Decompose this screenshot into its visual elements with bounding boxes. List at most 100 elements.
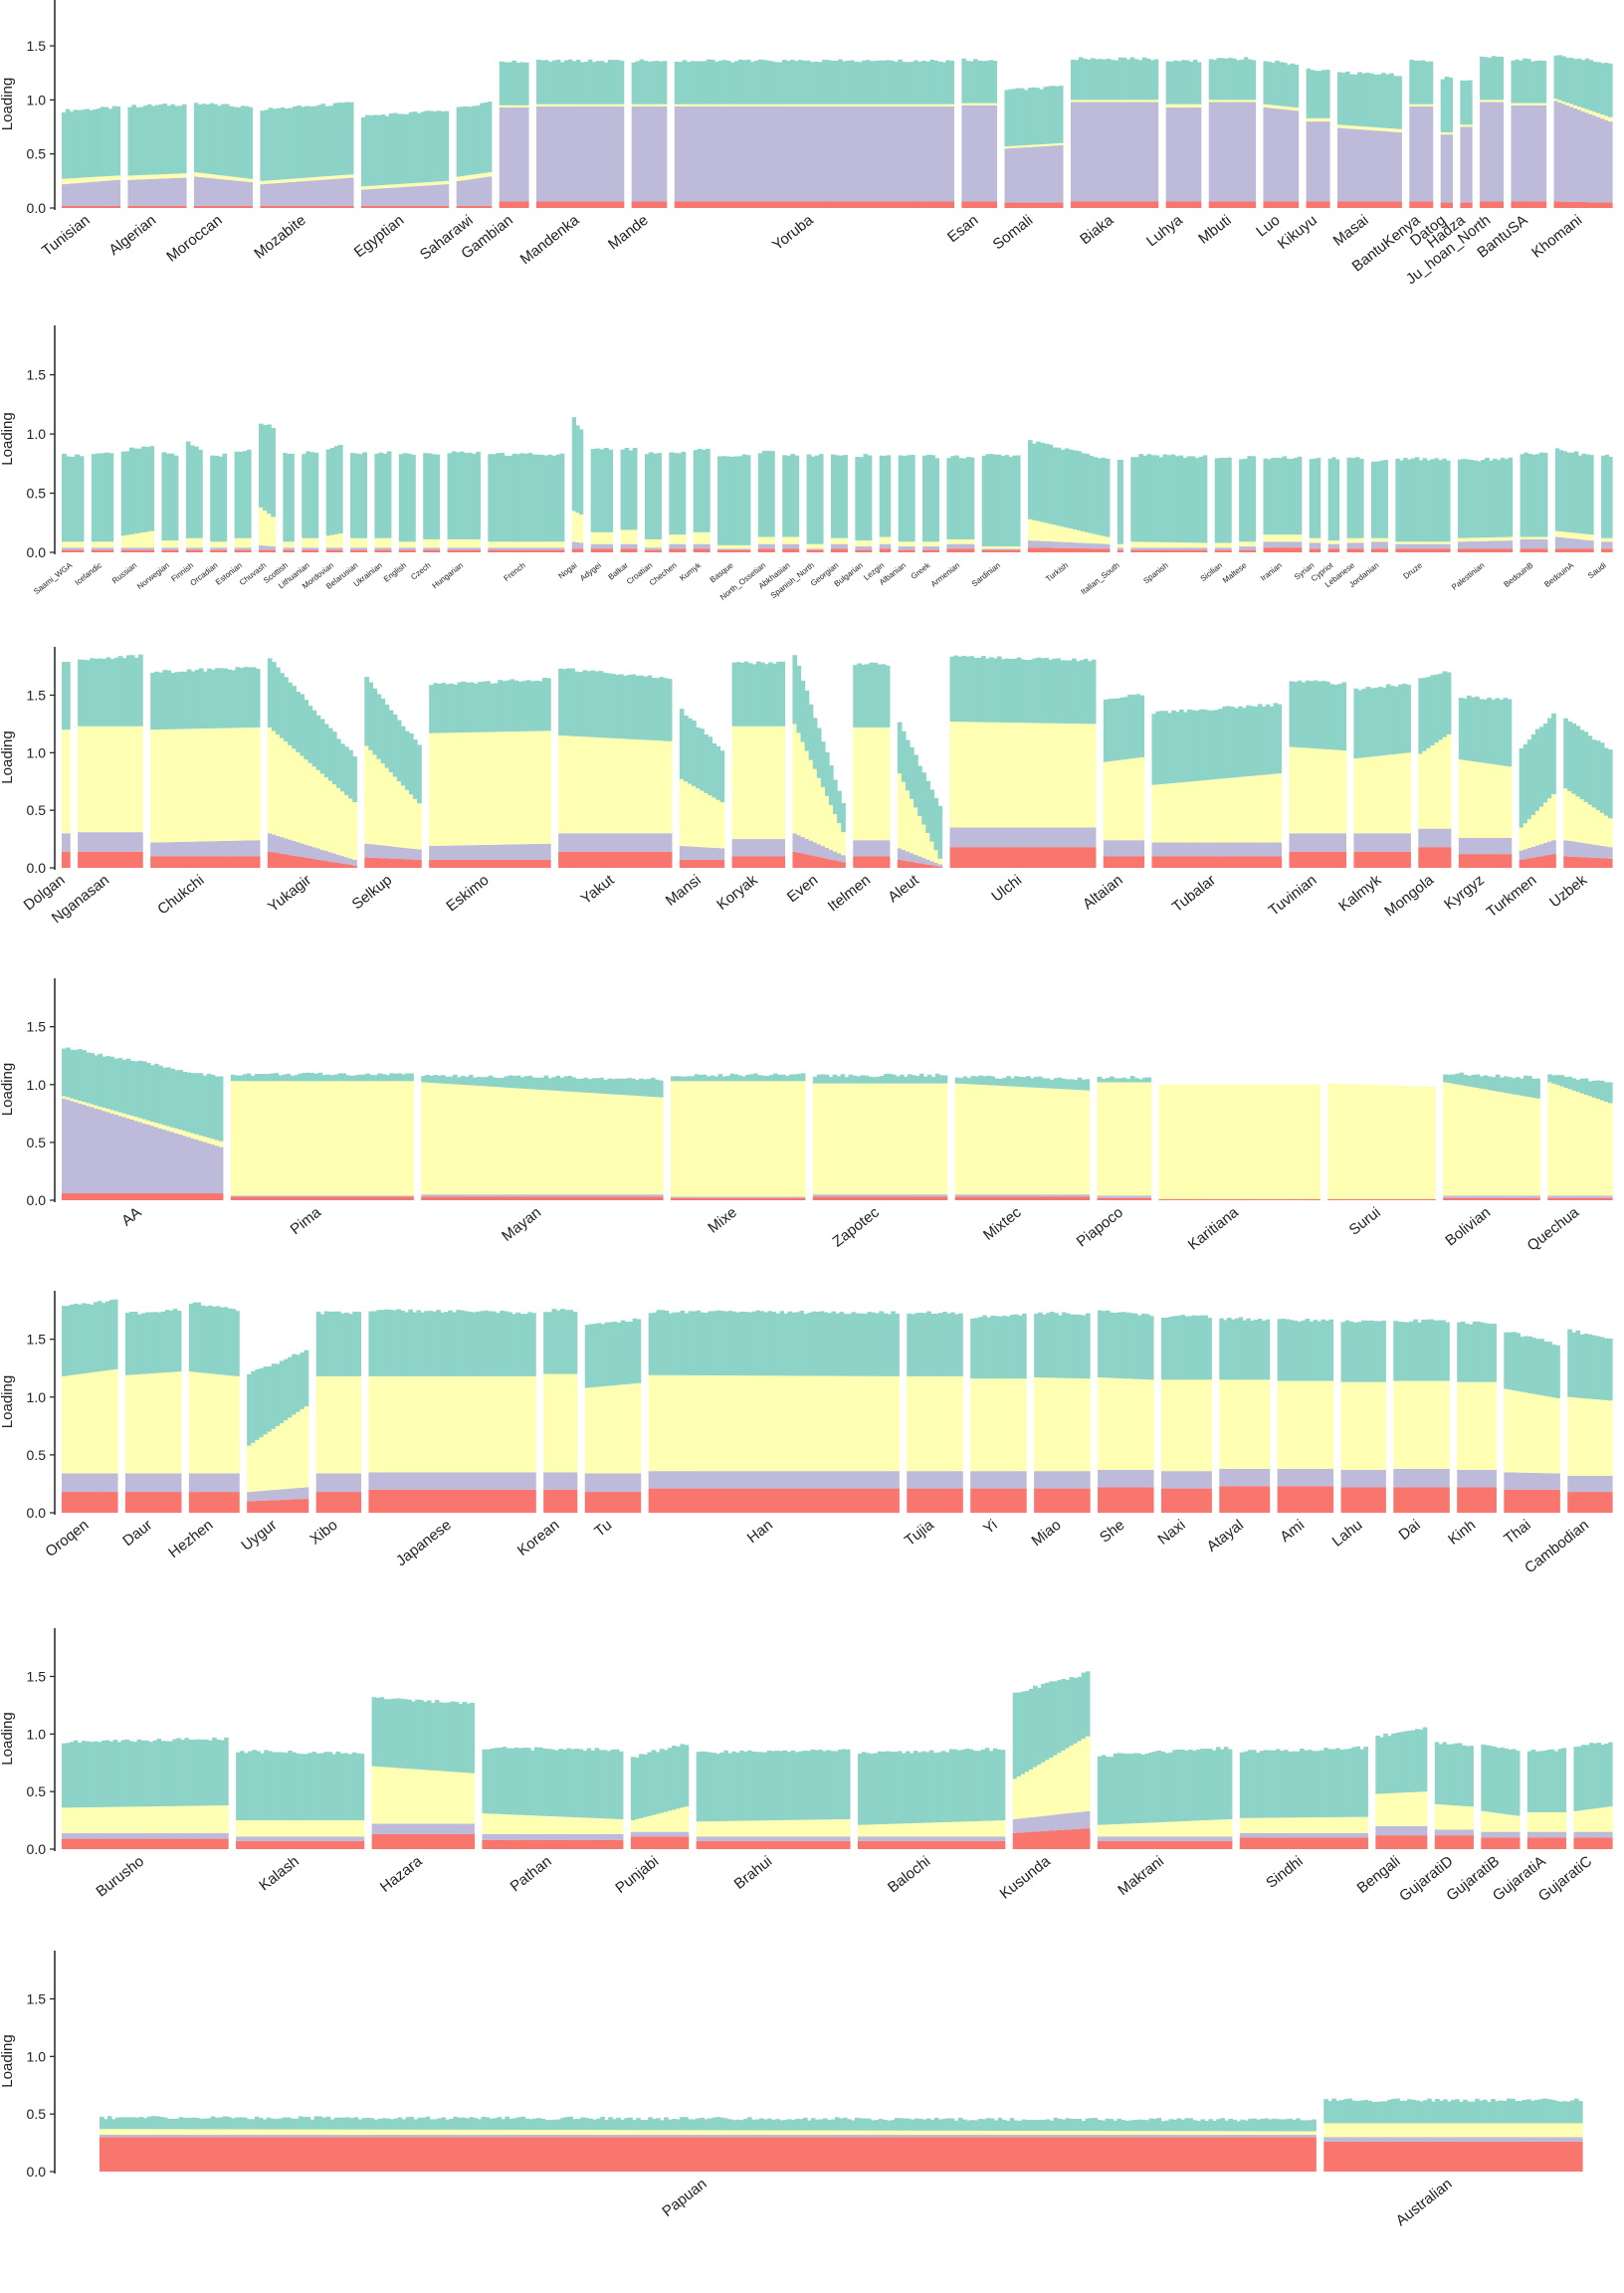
- bar-segment-red: [706, 1197, 711, 1200]
- bar-segment-yellow: [591, 104, 597, 106]
- bar-segment-red: [511, 201, 517, 208]
- bar-segment-purple: [1309, 833, 1315, 852]
- bar-segment-red: [635, 851, 640, 868]
- bar-segment-red: [218, 549, 224, 552]
- bar-segment-red: [649, 549, 654, 552]
- bar-segment-teal: [855, 457, 861, 541]
- bar-segment-teal: [1149, 60, 1155, 101]
- bar-segment-teal: [1080, 660, 1085, 725]
- bar-segment-red: [655, 851, 661, 868]
- bar-segment-purple: [631, 1194, 636, 1197]
- group-koryak: [731, 661, 786, 868]
- bar-segment-yellow: [595, 1093, 600, 1195]
- bar-segment-red: [1169, 201, 1175, 208]
- bar-segment-teal: [816, 1074, 822, 1084]
- group-mozabite: [260, 102, 354, 208]
- bar-segment-purple: [1134, 547, 1139, 550]
- bar-segment-red: [401, 1196, 406, 1200]
- bar-segment-red: [882, 201, 887, 208]
- bar-segment-red: [1016, 549, 1021, 552]
- bar-segment-purple: [949, 827, 955, 848]
- bar-segment-yellow: [599, 1093, 604, 1195]
- bar-segment-purple: [1584, 112, 1590, 203]
- bar-segment-yellow: [586, 736, 592, 834]
- bar-segment-red: [1558, 548, 1564, 552]
- bar-segment-yellow: [166, 729, 172, 843]
- bar-segment-red: [515, 1196, 521, 1200]
- bar-segment-purple: [449, 845, 455, 860]
- bar-segment-yellow: [761, 536, 767, 544]
- bar-segment-yellow: [792, 1081, 798, 1197]
- bar-segment-purple: [1218, 547, 1224, 550]
- bar-segment-yellow: [1173, 104, 1178, 107]
- bar-segment-red: [1402, 851, 1407, 868]
- bar-segment-teal: [294, 1075, 300, 1082]
- bar-segment-red: [840, 1196, 846, 1200]
- bar-segment-teal: [655, 61, 660, 104]
- bar-segment-purple: [1125, 102, 1131, 202]
- bar-segment-purple: [1154, 547, 1160, 550]
- bar-segment-purple: [222, 547, 228, 550]
- bar-segment-teal: [503, 62, 508, 105]
- bar-segment-teal: [603, 448, 609, 532]
- bar-segment-yellow: [761, 1081, 766, 1197]
- bar-segment-teal: [1239, 59, 1245, 101]
- bar-segment-purple: [812, 1194, 818, 1197]
- x-tick-label: Icelandic: [74, 560, 103, 587]
- bar-segment-purple: [1208, 102, 1214, 202]
- bar-segment-yellow: [511, 1088, 517, 1195]
- y-tick-label: 1.0: [27, 744, 47, 760]
- bar-segment-red: [876, 1196, 881, 1200]
- bar-segment-purple: [146, 178, 152, 206]
- bar-segment-purple: [328, 179, 334, 206]
- x-tick-label: Ulchi: [988, 872, 1025, 906]
- bar-segment-purple: [603, 1194, 608, 1197]
- bar-segment-teal: [357, 1074, 362, 1082]
- bar-segment-yellow: [583, 1092, 588, 1195]
- bar-segment-teal: [134, 657, 139, 727]
- bar-segment-teal: [393, 1073, 398, 1082]
- bar-segment-yellow: [280, 737, 285, 838]
- bar-segment-red: [711, 859, 717, 868]
- x-tick-label: Kyrgyz: [1441, 872, 1488, 914]
- bar-segment-yellow: [255, 727, 261, 841]
- bar-segment-yellow: [690, 104, 696, 106]
- bar-segment-yellow: [766, 536, 771, 544]
- bar-segment-red: [409, 1196, 414, 1200]
- bar-segment-teal: [543, 1075, 549, 1091]
- bar-segment-teal: [1422, 458, 1428, 542]
- bar-segment-red: [113, 851, 119, 868]
- bar-segment-purple: [696, 846, 701, 860]
- bar-segment-purple: [511, 547, 517, 550]
- bar-segment-teal: [480, 1077, 486, 1087]
- bar-segment-red: [808, 855, 814, 868]
- bar-segment-teal: [272, 108, 278, 180]
- bar-segment-red: [599, 548, 605, 552]
- bar-segment-yellow: [400, 183, 406, 187]
- bar-segment-red: [898, 549, 904, 552]
- bar-segment-yellow: [96, 541, 102, 548]
- bar-segment-purple: [950, 543, 955, 549]
- bar-segment-teal: [1530, 733, 1536, 815]
- bar-segment-purple: [424, 185, 430, 206]
- bar-segment-teal: [1206, 710, 1212, 780]
- bar-segment-purple: [843, 543, 848, 549]
- bar-segment-red: [1130, 549, 1135, 552]
- bar-segment-teal: [428, 110, 434, 182]
- bar-segment-purple: [154, 842, 159, 857]
- bar-segment-teal: [154, 671, 159, 730]
- bar-segment-teal: [861, 664, 867, 728]
- bar-segment-red: [333, 1196, 339, 1200]
- bar-segment-yellow: [644, 538, 650, 548]
- bar-segment-yellow: [1141, 100, 1147, 103]
- bar-segment-purple: [608, 543, 614, 549]
- bar-segment-purple: [70, 1101, 75, 1194]
- bar-segment-teal: [897, 722, 903, 774]
- bar-segment-yellow: [764, 726, 769, 840]
- bar-segment-red: [710, 1197, 715, 1200]
- bar-segment-yellow: [149, 530, 155, 548]
- bar-segment-teal: [1603, 747, 1609, 816]
- bar-segment-red: [989, 847, 994, 868]
- bar-segment-yellow: [120, 535, 126, 548]
- bar-segment-purple: [794, 105, 799, 202]
